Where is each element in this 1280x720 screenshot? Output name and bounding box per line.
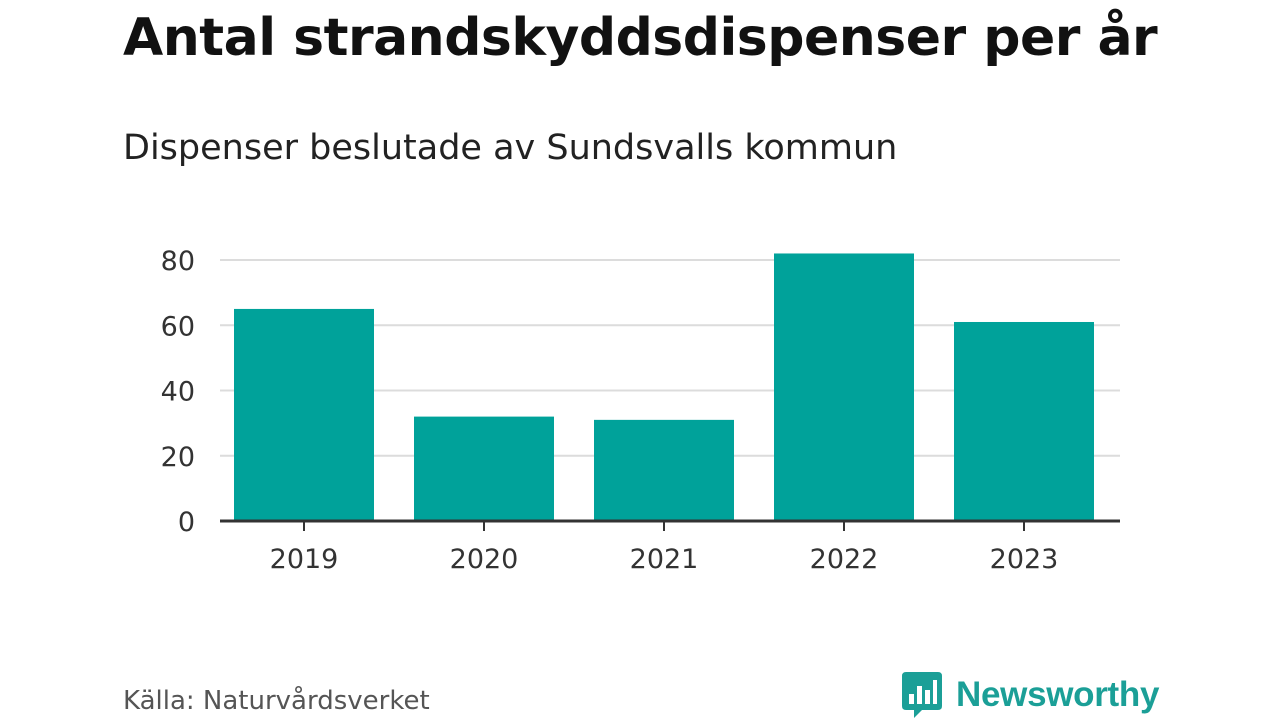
brand-logo-group: Newsworthy: [900, 670, 1159, 720]
bar-2021: [594, 419, 734, 521]
bar-2023: [954, 321, 1094, 521]
x-tick-label: 2022: [810, 544, 879, 575]
chart-title: Antal strandskyddsdispenser per år: [123, 8, 1158, 68]
chart-subtitle: Dispenser beslutade av Sundsvalls kommun: [123, 128, 898, 168]
brand-name: Newsworthy: [956, 675, 1160, 714]
bars: [234, 253, 1094, 521]
source-note: Källa: Naturvårdsverket: [123, 686, 430, 716]
x-tick-label: 2021: [630, 544, 699, 575]
bar-2022: [774, 253, 914, 521]
y-tick-label: 0: [178, 507, 195, 538]
x-tick-label: 2023: [990, 544, 1059, 575]
y-tick-label: 40: [161, 377, 195, 408]
bar-2020: [414, 416, 554, 521]
tick-labels: 0 20 40 60 80 2019 2020 2021 2022 2023: [161, 246, 1059, 575]
newsworthy-logo-icon: [902, 672, 942, 718]
y-tick-label: 20: [161, 442, 195, 473]
bar-2019: [234, 308, 374, 521]
x-tick-label: 2019: [270, 544, 339, 575]
y-tick-label: 60: [161, 311, 195, 342]
axes: [220, 519, 1120, 531]
x-tick-label: 2020: [450, 544, 519, 575]
y-tick-label: 80: [161, 246, 195, 277]
